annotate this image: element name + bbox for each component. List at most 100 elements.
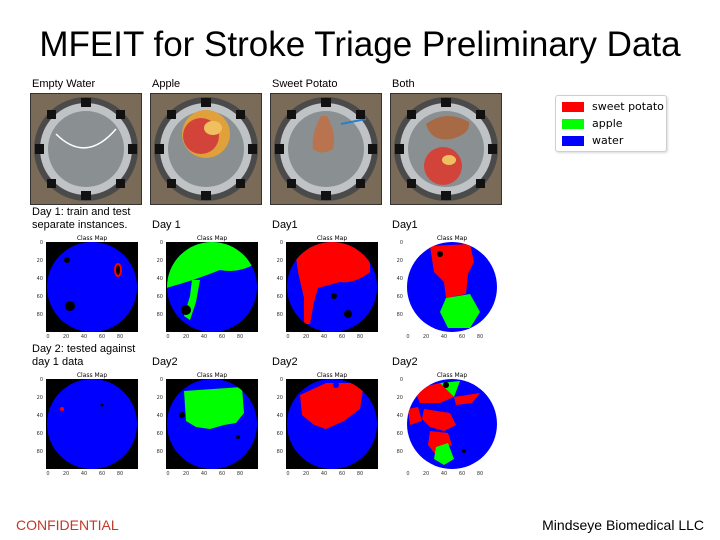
- class-map-day1-empty-water: Class Map 0 20 40 60 80 0 20 40 60 80: [30, 232, 144, 340]
- ytick: 60: [277, 431, 283, 437]
- plot-label-day1-apple: Day 1: [152, 219, 181, 231]
- class-map-title: Class Map: [317, 372, 348, 379]
- class-map-day2-both: Class Map 0 20 40 60 80 0 20 40 60 80: [390, 369, 504, 477]
- class-map-day1-both: Class Map 0 20 40 60 80 0 20 40 60 80: [390, 232, 504, 340]
- ytick: 20: [277, 395, 283, 401]
- plot-label-day2-sweet-potato: Day2: [272, 356, 298, 368]
- xtick: 80: [237, 334, 243, 340]
- ytick: 40: [157, 413, 163, 419]
- xtick: 0: [166, 471, 169, 477]
- xtick: 60: [219, 334, 225, 340]
- xtick: 60: [99, 471, 105, 477]
- ytick: 60: [37, 431, 43, 437]
- ytick: 20: [397, 395, 403, 401]
- company-name: Mindseye Biomedical LLC: [542, 517, 704, 533]
- xtick: 40: [321, 334, 327, 340]
- xtick: 80: [357, 471, 363, 477]
- ytick: 80: [37, 449, 43, 455]
- xtick: 0: [406, 471, 409, 477]
- xtick: 60: [339, 334, 345, 340]
- column-label-both: Both: [392, 78, 415, 90]
- plot-label-day1-sweet-potato: Day1: [272, 219, 298, 231]
- ytick: 80: [157, 449, 163, 455]
- legend-label-water: water: [592, 134, 624, 147]
- ytick: 0: [40, 240, 43, 246]
- legend-label-apple: apple: [592, 117, 623, 130]
- xtick: 40: [201, 471, 207, 477]
- ytick: 80: [397, 312, 403, 318]
- ytick: 20: [157, 258, 163, 264]
- plot-label-day1-both: Day1: [392, 219, 418, 231]
- xtick: 80: [477, 334, 483, 340]
- photo-both: [390, 93, 502, 205]
- class-map-title: Class Map: [317, 235, 348, 242]
- xtick: 20: [183, 334, 189, 340]
- class-map-day2-sweet-potato: Class Map 0 20 40 60 80 0 20 40 60 80: [270, 369, 384, 477]
- row-label-day1: Day 1: train and test separate instances…: [32, 206, 131, 231]
- legend-swatch-apple: [562, 119, 584, 129]
- xtick: 20: [183, 471, 189, 477]
- slide-title: MFEIT for Stroke Triage Preliminary Data: [39, 25, 681, 64]
- xtick: 40: [441, 471, 447, 477]
- xtick: 20: [423, 334, 429, 340]
- ytick: 0: [160, 240, 163, 246]
- xtick: 0: [46, 471, 49, 477]
- ytick: 80: [277, 312, 283, 318]
- plot-label-day2-apple: Day2: [152, 356, 178, 368]
- ytick: 60: [37, 294, 43, 300]
- class-map-title: Class Map: [437, 372, 468, 379]
- ytick: 0: [400, 377, 403, 383]
- class-map-day2-empty-water: Class Map 0 20 40 60 80 0 20 40 60 80: [30, 369, 144, 477]
- xtick: 60: [339, 471, 345, 477]
- ytick: 40: [397, 276, 403, 282]
- ytick: 60: [397, 294, 403, 300]
- ytick: 60: [397, 431, 403, 437]
- ytick: 40: [397, 413, 403, 419]
- xtick: 40: [81, 471, 87, 477]
- ytick: 80: [397, 449, 403, 455]
- xtick: 60: [459, 334, 465, 340]
- ytick: 60: [157, 294, 163, 300]
- xtick: 40: [201, 334, 207, 340]
- xtick: 60: [459, 471, 465, 477]
- ytick: 40: [277, 276, 283, 282]
- xtick: 40: [321, 471, 327, 477]
- ytick: 0: [160, 377, 163, 383]
- ytick: 60: [277, 294, 283, 300]
- class-map-title: Class Map: [77, 235, 108, 242]
- xtick: 40: [441, 334, 447, 340]
- ytick: 20: [37, 395, 43, 401]
- xtick: 20: [423, 471, 429, 477]
- xtick: 20: [63, 334, 69, 340]
- xtick: 0: [46, 334, 49, 340]
- ytick: 0: [280, 240, 283, 246]
- column-label-empty-water: Empty Water: [32, 78, 96, 90]
- class-map-title: Class Map: [437, 235, 468, 242]
- photo-sweet-potato: [270, 93, 382, 205]
- photo-apple: [150, 93, 262, 205]
- xtick: 80: [357, 334, 363, 340]
- row-label-day2: Day 2: tested against day 1 data: [32, 343, 136, 368]
- column-label-apple: Apple: [152, 78, 181, 90]
- xtick: 20: [303, 334, 309, 340]
- ytick: 20: [157, 395, 163, 401]
- class-map-title: Class Map: [197, 372, 228, 379]
- ytick: 40: [37, 413, 43, 419]
- xtick: 0: [286, 471, 289, 477]
- ytick: 40: [157, 276, 163, 282]
- column-label-sweet-potato: Sweet Potato: [272, 78, 338, 90]
- xtick: 0: [166, 334, 169, 340]
- ytick: 0: [280, 377, 283, 383]
- xtick: 80: [117, 334, 123, 340]
- xtick: 60: [219, 471, 225, 477]
- ytick: 20: [397, 258, 403, 264]
- ytick: 40: [37, 276, 43, 282]
- xtick: 20: [303, 471, 309, 477]
- legend-label-sweet-potato: sweet potato: [592, 100, 664, 113]
- class-map-day2-apple: Class Map 0 20 40 60 80 0 20 40 60 80: [150, 369, 264, 477]
- confidential-label: CONFIDENTIAL: [16, 517, 119, 533]
- class-map-title: Class Map: [197, 235, 228, 242]
- ytick: 60: [157, 431, 163, 437]
- plot-label-day2-both: Day2: [392, 356, 418, 368]
- ytick: 0: [40, 377, 43, 383]
